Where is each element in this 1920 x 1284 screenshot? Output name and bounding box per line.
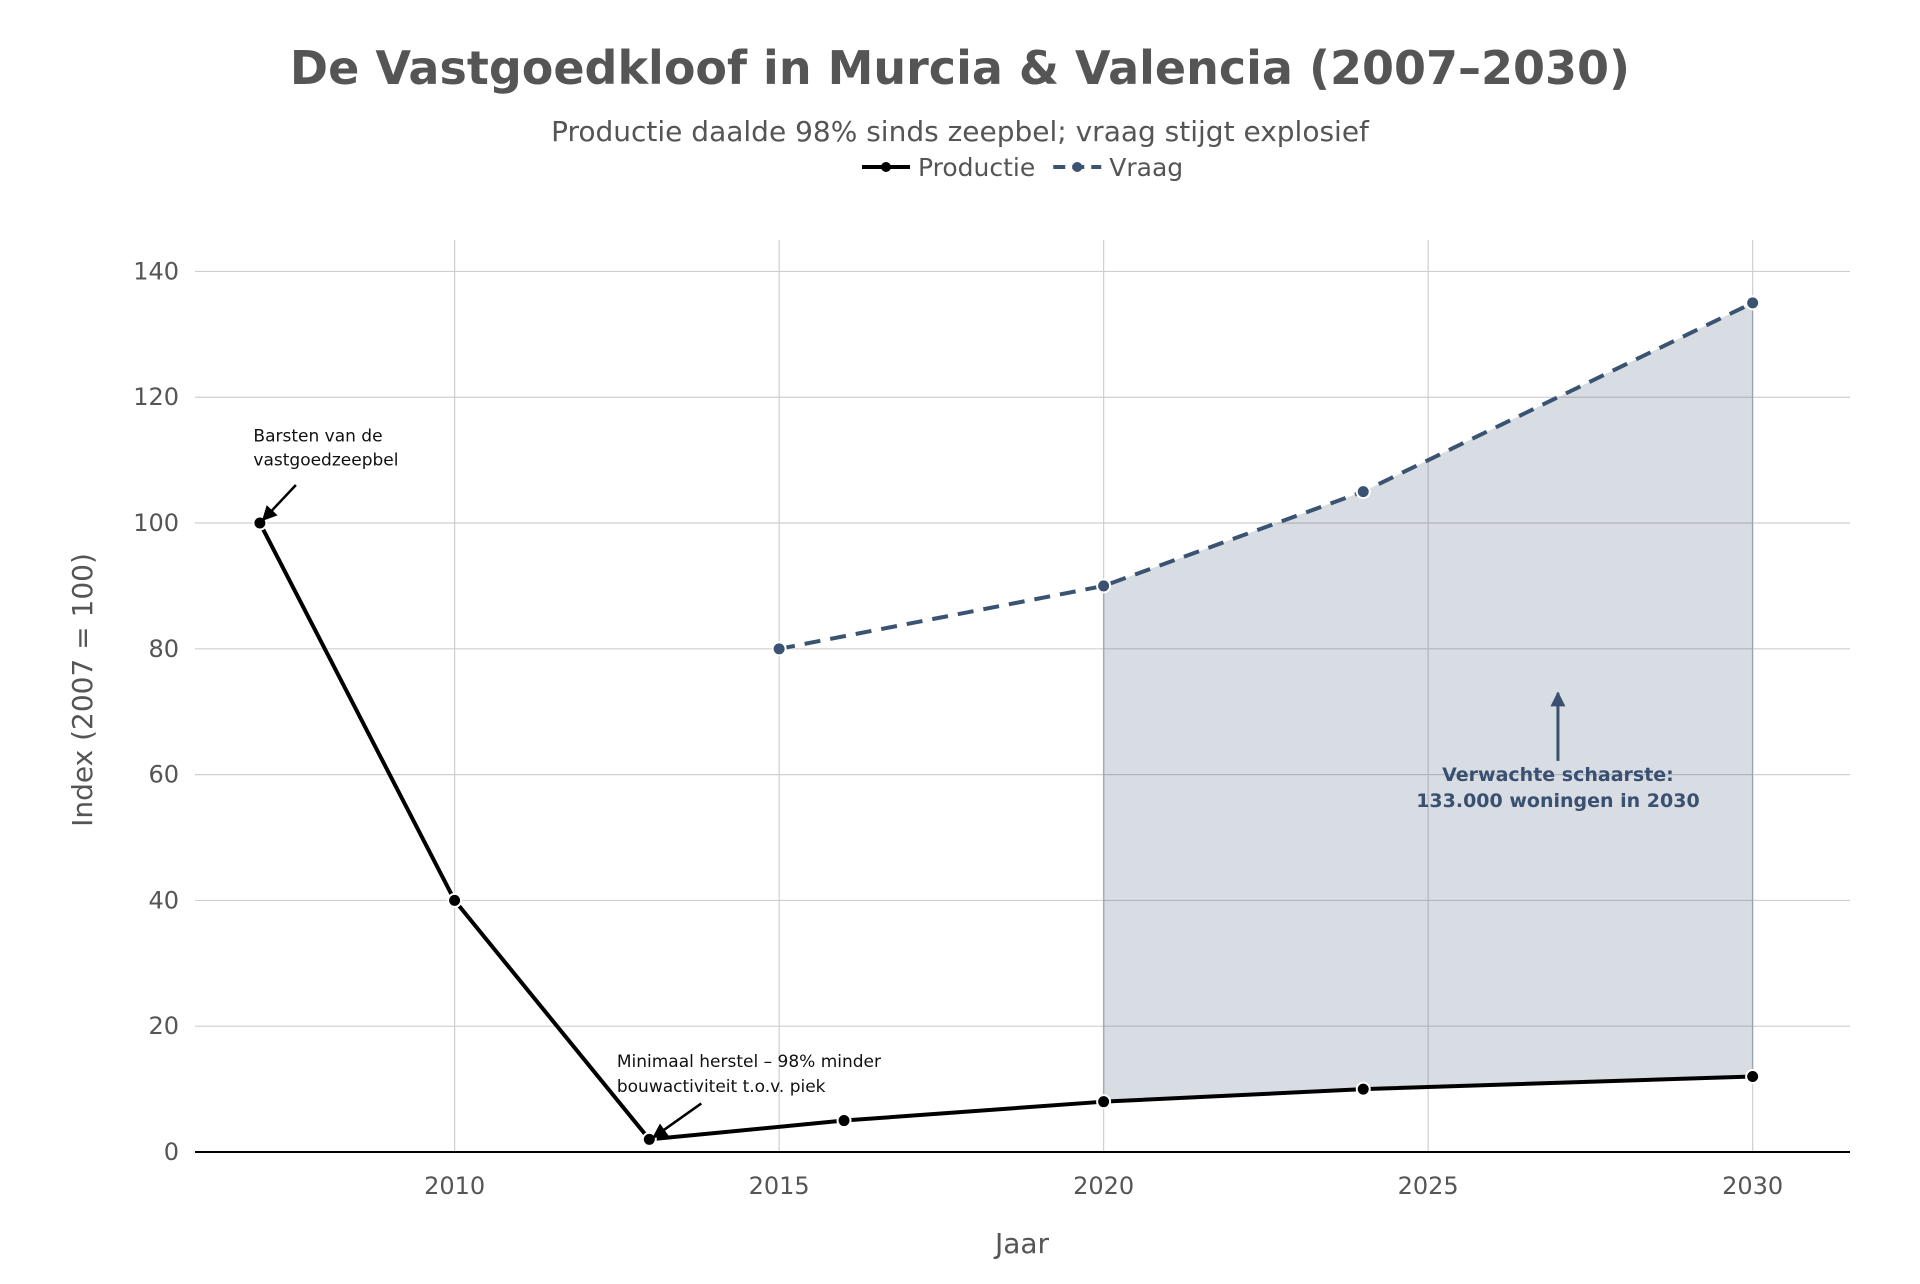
legend: Productie Vraag <box>862 153 1183 182</box>
y-tick-label: 140 <box>133 257 179 285</box>
y-tick-label: 40 <box>148 886 179 914</box>
x-tick-label: 2010 <box>424 1172 485 1200</box>
data-point-vraag <box>1355 484 1371 500</box>
data-point-productie <box>641 1131 657 1147</box>
data-point-productie <box>447 892 463 908</box>
annotation-bubble-text: Barsten van de <box>253 426 382 446</box>
gap-area <box>1103 302 1753 1102</box>
series-line-vraag <box>778 301 1754 651</box>
data-point-productie <box>836 1113 852 1129</box>
y-tick-label: 100 <box>133 509 179 537</box>
legend-label-vraag: Vraag <box>1109 153 1183 182</box>
y-tick-label: 20 <box>148 1012 179 1040</box>
data-point-vraag <box>1745 295 1761 311</box>
y-tick-label: 60 <box>148 761 179 789</box>
data-point-productie <box>1745 1069 1761 1085</box>
annotation-arrow <box>261 484 297 522</box>
x-axis-label: Jaar <box>993 1227 1050 1260</box>
legend-label-productie: Productie <box>918 153 1035 182</box>
data-point-productie <box>1096 1094 1112 1110</box>
y-axis-label: Index (2007 = 100) <box>66 553 99 827</box>
plot-area: 0 20 40 60 80 100 120 140 2010 2015 2020 2025 2030 Ba… <box>133 240 1850 1200</box>
legend-marker-productie <box>881 162 891 172</box>
x-tick-label: 2015 <box>749 1172 810 1200</box>
annotation-recovery-text: bouwactiviteit t.o.v. piek <box>617 1077 826 1097</box>
x-tick-label: 2030 <box>1722 1172 1783 1200</box>
data-point-vraag <box>1096 578 1112 594</box>
y-tick-label: 120 <box>133 383 179 411</box>
data-point-vraag <box>771 641 787 657</box>
annotation-shortage-text: 133.000 woningen in 2030 <box>1416 790 1700 812</box>
annotation-arrow <box>652 1102 703 1139</box>
chart-title: De Vastgoedkloof in Murcia & Valencia (2… <box>290 41 1630 95</box>
data-point-productie <box>1355 1081 1371 1097</box>
y-tick-label: 0 <box>164 1138 179 1166</box>
x-tick-label: 2025 <box>1398 1172 1459 1200</box>
annotation-bubble-text: vastgoedzeepbel <box>253 450 398 470</box>
x-tick-label: 2020 <box>1073 1172 1134 1200</box>
annotation-shortage-text: Verwachte schaarste: <box>1442 764 1674 786</box>
y-tick-label: 80 <box>148 635 179 663</box>
chart-subtitle: Productie daalde 98% sinds zeepbel; vraa… <box>551 115 1370 148</box>
legend-marker-vraag <box>1072 162 1083 172</box>
annotation-recovery-text: Minimaal herstel – 98% minder <box>617 1052 881 1072</box>
